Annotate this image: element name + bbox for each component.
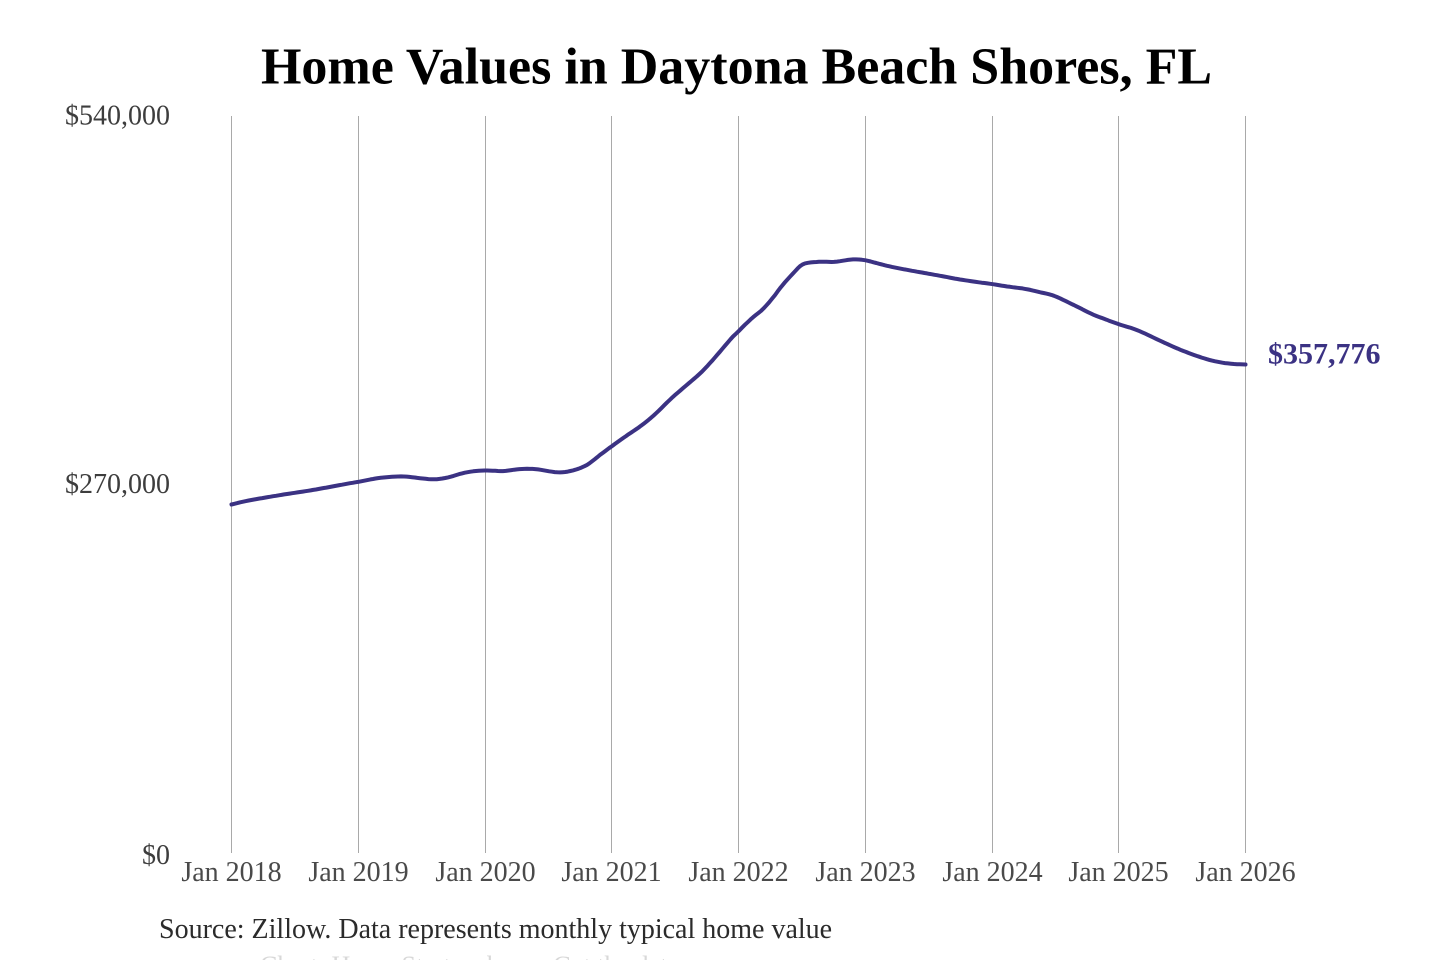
svg-text:Jan 2020: Jan 2020	[435, 857, 535, 888]
svg-text:Home Values in Daytona Beach S: Home Values in Daytona Beach Shores, FL	[261, 39, 1212, 96]
svg-text:Jan 2026: Jan 2026	[1195, 857, 1295, 888]
svg-text:Chart: Home Stratosphere · Get: Chart: Home Stratosphere · Get the data	[260, 951, 679, 960]
svg-text:Jan 2021: Jan 2021	[561, 857, 661, 888]
svg-text:$540,000: $540,000	[65, 101, 170, 132]
svg-text:$0: $0	[142, 840, 170, 871]
svg-text:Jan 2023: Jan 2023	[815, 857, 915, 888]
svg-text:$357,776: $357,776	[1268, 338, 1381, 371]
svg-text:$270,000: $270,000	[65, 469, 170, 500]
svg-text:Jan 2022: Jan 2022	[688, 857, 788, 888]
svg-text:Source: Zillow. Data represent: Source: Zillow. Data represents monthly …	[159, 914, 832, 945]
svg-text:Jan 2019: Jan 2019	[308, 857, 408, 888]
svg-text:Jan 2024: Jan 2024	[942, 857, 1042, 888]
svg-text:Jan 2018: Jan 2018	[181, 857, 281, 888]
svg-text:Jan 2025: Jan 2025	[1068, 857, 1168, 888]
